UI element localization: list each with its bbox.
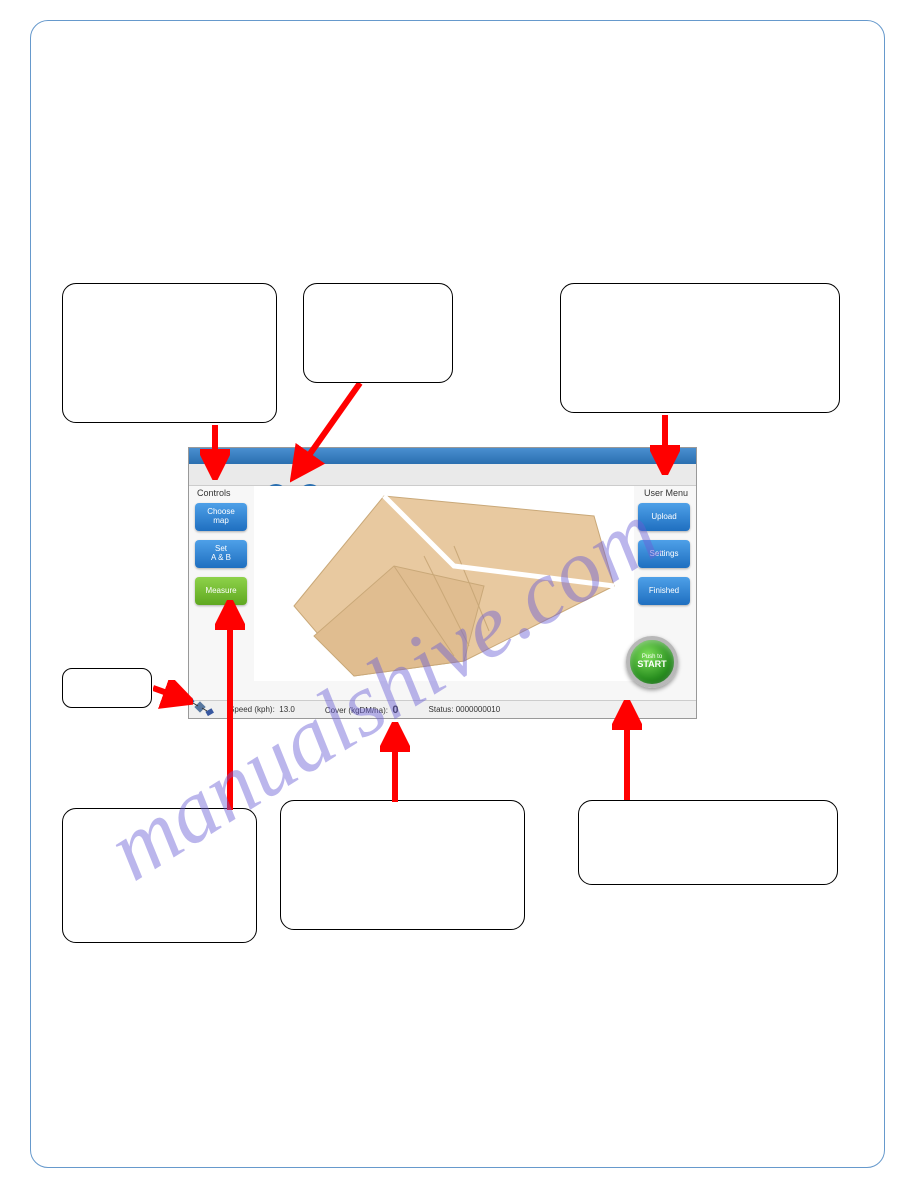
status-value: 0000000010 (456, 705, 501, 714)
controls-label: Controls (197, 488, 231, 498)
upload-button[interactable]: Upload (638, 503, 690, 531)
button-label: Set A & B (211, 545, 231, 563)
callout-top-left (62, 283, 277, 423)
status-label: Status: (429, 705, 454, 714)
start-button[interactable]: Push to START (626, 636, 678, 688)
callout-top-mid (303, 283, 453, 383)
window-titlebar (189, 448, 696, 464)
callout-bottom-left (62, 808, 257, 943)
satellite-icon (185, 692, 215, 722)
choose-map-button[interactable]: Choose map (195, 503, 247, 531)
cover-value: 0 (392, 704, 398, 716)
callout-gps (62, 668, 152, 708)
app-screenshot: Controls User Menu Choose map Set A & B … (188, 447, 697, 719)
map-view[interactable] (254, 486, 634, 681)
button-label: Finished (649, 587, 679, 596)
settings-button[interactable]: Settings (638, 540, 690, 568)
callout-bottom-mid (280, 800, 525, 930)
callout-top-right (560, 283, 840, 413)
measure-button[interactable]: Measure (195, 577, 247, 605)
button-label: Upload (651, 513, 676, 522)
speed-label: Speed (kph): (229, 705, 275, 714)
set-ab-button[interactable]: Set A & B (195, 540, 247, 568)
callout-bottom-right (578, 800, 838, 885)
speed-value: 13.0 (279, 705, 295, 714)
cover-label: Cover (kgDM/ha): (325, 706, 388, 715)
finished-button[interactable]: Finished (638, 577, 690, 605)
button-label: Measure (205, 587, 236, 596)
button-label: Settings (650, 550, 679, 559)
usermenu-label: User Menu (644, 488, 688, 498)
start-line2: START (637, 660, 666, 670)
window-toolbar (189, 464, 696, 486)
button-label: Choose map (207, 508, 235, 526)
status-bar: Speed (kph): 13.0 Cover (kgDM/ha): 0 Sta… (189, 700, 696, 718)
